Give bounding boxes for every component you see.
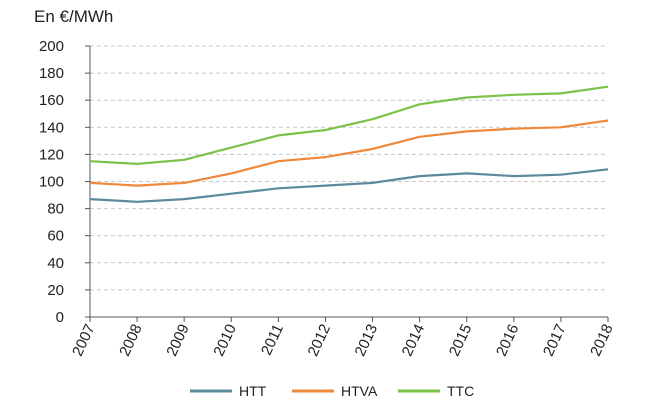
x-tick-label: 2008 [116,322,146,359]
legend: HTT HTVA TTC [190,383,474,399]
y-tick-label: 120 [39,146,64,163]
x-tick-label: 2018 [587,322,617,359]
x-tick-label: 2013 [352,322,382,359]
x-tick-label: 2009 [163,322,193,359]
x-tick-label: 2016 [493,322,523,359]
x-tick-label: 2010 [210,322,240,359]
series-line-htt [89,168,609,203]
x-tick-labels: 2007 2008 2009 2010 2011 2012 2013 2014 2015 2016… [69,322,617,359]
y-tick-label: 200 [39,38,64,55]
y-tick-label: 0 [56,309,64,326]
x-tick-label: 2017 [540,322,570,359]
x-tick-label: 2014 [399,322,429,359]
x-tick-label: 2011 [258,322,287,358]
legend-label-htva: HTVA [341,383,378,399]
series-lines [89,85,609,203]
x-tick-label: 2007 [69,322,99,359]
y-tick-label: 60 [47,228,64,245]
gridlines [90,45,608,291]
axes [85,45,609,322]
x-tick-label: 2012 [305,322,335,359]
y-tick-label: 140 [39,119,64,136]
y-tick-label: 180 [39,65,64,82]
y-tick-labels: 0 20 40 60 80 100 120 140 160 180 200 [39,38,64,326]
legend-label-ttc: TTC [447,383,474,399]
y-tick-label: 160 [39,92,64,109]
legend-label-htt: HTT [239,383,267,399]
y-tick-label: 80 [47,201,64,218]
y-tick-label: 20 [47,282,64,299]
y-tick-label: 100 [39,174,64,191]
series-line-ttc [89,85,609,165]
x-tick-label: 2015 [446,322,476,359]
series-line-htva [89,119,609,187]
y-tick-label: 40 [47,255,64,272]
y-axis-unit-label: En €/MWh [34,7,113,26]
